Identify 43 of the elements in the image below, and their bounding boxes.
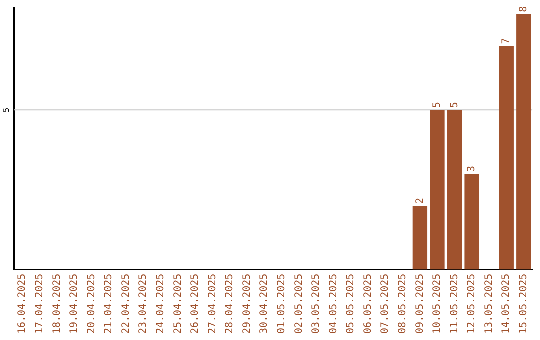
x-tick-label: 22.04.2025 [120,274,132,334]
x-tick-label: 09.05.2025 [414,274,426,334]
x-tick-label: 03.05.2025 [311,274,322,334]
x-tick-label: 14.05.2025 [501,274,512,334]
data-label: 2 [414,198,426,204]
x-tick-label: 25.04.2025 [172,274,184,334]
x-tick-label: 08.05.2025 [398,274,408,334]
x-tick-label: 18.04.2025 [52,274,63,334]
x-tick-label: 19.04.2025 [69,274,80,334]
x-tick-label: 16.04.2025 [17,274,28,334]
ref-line-label: 5 [2,108,12,113]
x-tick-label: 06.05.2025 [362,274,374,334]
x-tick-label: 02.05.2025 [294,274,305,334]
x-tick-label: 21.04.2025 [104,274,115,334]
bar [516,14,532,270]
x-tick-label: 07.05.2025 [380,274,392,334]
bar [464,174,480,270]
x-tick-label: 01.05.2025 [276,274,288,334]
x-tick-label: 12.05.2025 [466,274,478,334]
data-label: 5 [449,102,460,108]
bar [412,206,428,270]
data-label: 3 [466,166,478,172]
x-tick-label: 11.05.2025 [449,274,460,334]
x-tick-label: 15.05.2025 [518,274,530,334]
x-tick-label: 28.04.2025 [224,274,236,334]
x-tick-label: 17.04.2025 [34,274,46,334]
x-tick-label: 27.04.2025 [207,274,218,334]
x-tick-label: 10.05.2025 [432,274,444,334]
x-tick-label: 23.04.2025 [138,274,150,334]
x-tick-label: 24.04.2025 [156,274,167,334]
x-tick-label: 04.05.2025 [328,274,340,334]
bar [430,110,445,270]
x-tick-label: 20.04.2025 [86,274,98,334]
bar [447,110,462,270]
x-tick-label: 13.05.2025 [484,274,495,334]
x-tick-label: 30.04.2025 [259,274,270,334]
bar [499,46,514,270]
x-tick-label: 29.04.2025 [242,274,253,334]
x-tick-label: 05.05.2025 [346,274,357,334]
data-label: 7 [501,38,512,44]
data-label: 5 [432,102,444,108]
data-label: 8 [518,6,530,12]
x-tick-label: 26.04.2025 [190,274,202,334]
